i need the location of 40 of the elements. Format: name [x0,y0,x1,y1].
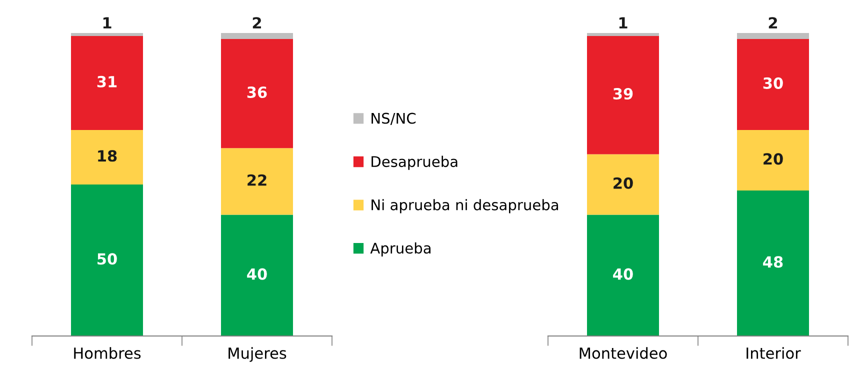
bar [71,184,143,336]
bar [71,130,143,184]
legend-label: Aprueba [370,242,430,256]
data-label: 1 [619,17,628,28]
data-label: 2 [768,17,777,28]
x-tick-label: Interior [746,347,801,359]
bar [587,33,659,36]
data-label: 39 [613,88,633,100]
data-label: 20 [614,177,633,189]
bar [221,33,293,40]
data-label: 36 [247,86,267,98]
bar [737,39,809,130]
legend-label: NS/NC [372,112,416,125]
bar [587,36,659,154]
data-label: 1 [103,17,112,28]
data-label: 20 [764,153,783,165]
legend-label: Ni aprueba ni desaprueba [372,199,558,214]
data-label: 30 [763,77,783,89]
x-tick-label: Mujeres [228,347,286,362]
data-label: 31 [97,76,117,88]
bar [71,36,143,130]
legend-label: Desaprueba [372,156,458,170]
data-label: 18 [98,150,117,162]
bar [221,214,293,336]
data-label: 2 [252,17,261,28]
bar [587,154,659,215]
bar [221,148,293,215]
x-tick-label: Hombres [74,347,141,359]
bar [737,33,809,40]
bar [71,33,143,36]
bar [587,214,659,336]
data-label: 48 [763,256,783,268]
bar [737,130,809,191]
bar [737,190,809,336]
x-tick-label: Montevideo [580,347,667,359]
data-label: 40 [613,268,633,280]
data-label: 22 [248,174,266,186]
data-label: 50 [98,253,117,265]
bar [221,39,293,148]
data-label: 40 [247,268,267,280]
